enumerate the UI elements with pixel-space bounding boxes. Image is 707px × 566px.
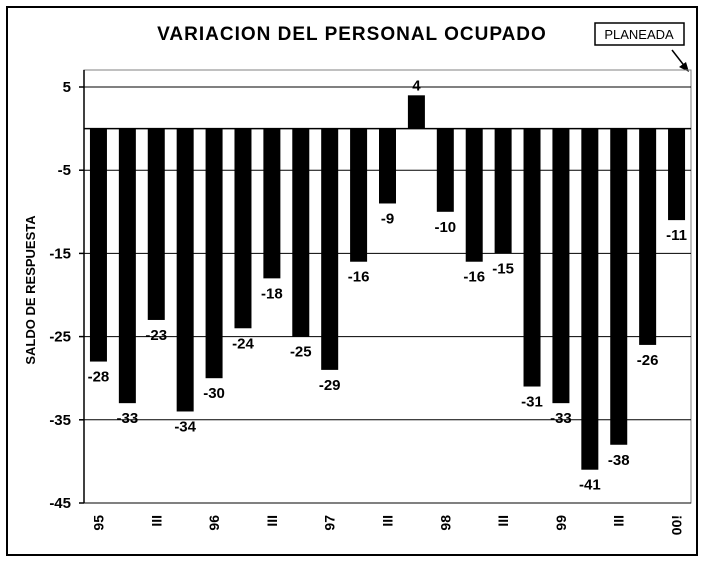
x-tick-label: 97 (322, 515, 338, 531)
data-label: 4 (412, 77, 421, 94)
bar (234, 128, 252, 329)
x-tick-label: 98 (437, 515, 453, 531)
x-tick-label: III (495, 515, 511, 527)
x-tick-label: III (148, 515, 164, 527)
y-tick-label: -5 (58, 162, 71, 179)
x-tick-label: III (264, 515, 280, 527)
data-label: -18 (261, 285, 283, 302)
bar (610, 128, 628, 445)
data-label: -10 (434, 219, 456, 236)
x-tick-labels: 95 III 96 III 97 III 98 III 99 III 00! (90, 515, 684, 535)
data-label: -15 (492, 260, 514, 277)
y-tick-labels: 5 -5 -15 -25 -35 -45 (49, 79, 71, 512)
x-tick-label: III (380, 515, 396, 527)
data-label: -31 (521, 394, 543, 411)
data-label: -24 (232, 335, 254, 352)
bar (350, 128, 368, 262)
bar (552, 128, 570, 404)
y-tick-label: -35 (49, 412, 71, 429)
bar (523, 128, 541, 387)
data-label: -29 (319, 377, 341, 394)
annotation: PLANEADA (594, 22, 689, 72)
y-tick-label: -15 (49, 245, 71, 262)
data-label: -38 (608, 452, 630, 469)
data-label: -26 (637, 352, 659, 369)
x-tick-label: 00! (669, 515, 685, 535)
bar (321, 128, 339, 370)
bar (205, 128, 223, 379)
bar (465, 128, 483, 262)
y-tick-label: 5 (63, 79, 71, 96)
chart-title: VARIACION DEL PERSONAL OCUPADO (157, 24, 547, 45)
annotation-label: PLANEADA (604, 27, 674, 42)
bar (668, 128, 686, 221)
data-label: -28 (88, 369, 110, 386)
bars (89, 95, 686, 470)
bar (292, 128, 310, 337)
bar (379, 128, 396, 204)
bar (494, 128, 512, 254)
x-tick-label: III (611, 515, 627, 527)
data-label: -41 (579, 477, 601, 494)
data-label: -33 (117, 410, 139, 427)
x-tick-label: 99 (553, 515, 569, 531)
data-label: -25 (290, 344, 312, 361)
chart-frame (6, 6, 698, 556)
bar (89, 128, 107, 362)
data-label: -9 (381, 210, 394, 227)
y-axis-label: SALDO DE RESPUESTA (23, 215, 38, 365)
data-label: -16 (463, 269, 485, 286)
data-label: -30 (203, 385, 225, 402)
y-tick-label: -45 (49, 495, 71, 512)
data-labels: -28-33-23-34-30-24-18-25-29-16-94-10-16-… (88, 77, 687, 493)
data-label: -33 (550, 410, 572, 427)
bar (436, 128, 454, 212)
y-tick-label: -25 (49, 329, 71, 346)
bar (147, 128, 165, 320)
bar (581, 128, 599, 470)
bar (639, 128, 657, 345)
data-label: -23 (145, 327, 167, 344)
data-label: -16 (348, 269, 370, 286)
annotation-box (594, 22, 685, 46)
bar (263, 128, 281, 279)
bar (176, 128, 194, 412)
data-label: -11 (666, 227, 687, 244)
bar (407, 95, 425, 129)
bar (118, 128, 136, 404)
x-tick-label: 96 (206, 515, 222, 531)
x-tick-label: 95 (90, 515, 106, 531)
data-label: -34 (174, 418, 196, 435)
